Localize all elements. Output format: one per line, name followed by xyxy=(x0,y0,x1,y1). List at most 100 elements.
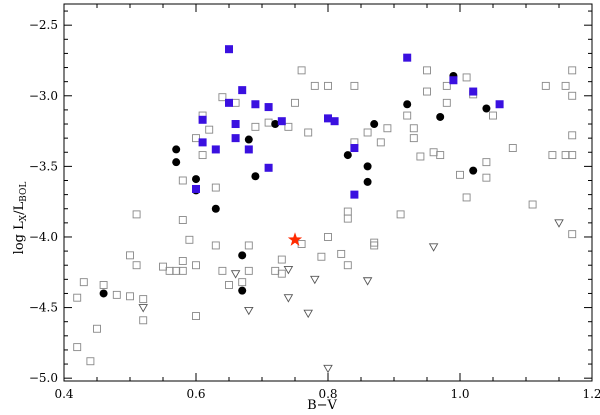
star-point xyxy=(287,232,303,246)
x-tick-label: 1.2 xyxy=(582,387,600,401)
open-square-point xyxy=(383,124,392,133)
open-square-point xyxy=(178,176,187,185)
open-square-point xyxy=(343,261,352,270)
open-triangle-point xyxy=(283,294,294,303)
filled-square-point xyxy=(330,117,339,126)
x-tick-label: 0.4 xyxy=(54,387,73,401)
open-square-point xyxy=(172,266,181,275)
open-square-point xyxy=(205,125,214,134)
filled-circle-point xyxy=(436,112,445,121)
filled-square-point xyxy=(192,184,200,193)
open-square-point xyxy=(126,292,134,301)
filled-square-point xyxy=(231,120,240,129)
open-square-point xyxy=(73,343,82,352)
open-square-point xyxy=(244,241,253,250)
filled-square-point xyxy=(264,163,273,172)
open-square-point xyxy=(284,122,293,131)
filled-circle-point xyxy=(99,289,108,298)
open-square-point xyxy=(482,158,491,167)
open-square-point xyxy=(218,93,227,102)
open-square-point xyxy=(244,266,253,275)
filled-circle-point xyxy=(363,177,372,186)
filled-circle-point xyxy=(211,204,220,213)
open-triangle-point xyxy=(310,275,320,285)
y-tick-label: −4.0 xyxy=(29,230,58,244)
open-square-point xyxy=(178,257,187,265)
open-square-point xyxy=(416,152,425,161)
open-square-point xyxy=(297,240,306,248)
y-tick-label: −2.5 xyxy=(29,18,58,32)
open-square-point xyxy=(192,312,200,320)
filled-circle-point xyxy=(192,175,200,184)
open-triangle-point xyxy=(283,266,294,275)
open-square-point xyxy=(561,81,570,90)
y-axis-title-sub1: X xyxy=(19,214,29,221)
filled-square-point xyxy=(211,145,220,154)
open-triangle-point xyxy=(303,309,313,319)
open-triangle-point xyxy=(230,270,241,279)
open-square-point xyxy=(337,249,346,258)
open-square-point xyxy=(508,144,517,152)
open-square-point xyxy=(192,134,200,143)
y-axis-title-main: log L xyxy=(12,221,27,254)
filled-square-point xyxy=(238,86,247,95)
filled-circle-point xyxy=(251,172,260,181)
open-square-point xyxy=(442,81,451,90)
filled-square-point xyxy=(495,100,504,109)
open-square-point xyxy=(343,207,352,216)
axis-labels-layer: B−V log LX/LBOL xyxy=(12,182,338,413)
open-square-point xyxy=(139,295,148,304)
open-square-point xyxy=(211,183,220,192)
open-square-point xyxy=(462,73,471,82)
open-square-point xyxy=(409,134,418,143)
open-square-point xyxy=(568,151,577,160)
open-square-point xyxy=(79,278,88,287)
y-tick-label: −5.0 xyxy=(29,371,58,385)
open-square-point xyxy=(396,210,405,219)
open-triangle-point xyxy=(138,304,148,313)
open-square-point xyxy=(363,128,372,137)
open-square-point xyxy=(403,111,412,120)
open-square-point xyxy=(436,151,445,160)
open-square-point xyxy=(489,111,497,120)
open-square-point xyxy=(568,131,577,140)
filled-square-point xyxy=(231,134,240,143)
filled-circle-point xyxy=(172,158,181,167)
x-tick-label: 1.0 xyxy=(450,387,469,401)
filled-circle-point xyxy=(238,286,247,295)
filled-circle-point xyxy=(238,251,247,260)
filled-circle-point xyxy=(482,104,491,113)
open-square-point xyxy=(73,293,82,302)
open-square-point xyxy=(99,281,108,289)
filled-square-point xyxy=(350,144,359,153)
open-square-point xyxy=(139,316,148,325)
open-square-point xyxy=(192,261,200,270)
open-square-point xyxy=(376,138,385,147)
filled-square-point xyxy=(277,117,286,126)
open-square-point xyxy=(561,151,570,160)
plot-frame-layer xyxy=(63,3,593,382)
open-triangle-point xyxy=(428,243,439,252)
filled-square-point xyxy=(225,98,233,107)
filled-square-point xyxy=(225,45,233,54)
filled-square-point xyxy=(403,53,412,62)
y-axis-title-sub2: BOL xyxy=(19,182,29,202)
open-square-point xyxy=(218,266,227,275)
open-square-point xyxy=(297,66,306,75)
filled-square-point xyxy=(324,114,332,123)
y-tick-label: −3.5 xyxy=(29,159,58,173)
open-square-point xyxy=(541,81,550,90)
open-square-point xyxy=(225,281,233,289)
open-triangle-point xyxy=(323,364,333,374)
open-triangle-point xyxy=(362,277,373,286)
y-axis-title: log LX/LBOL xyxy=(12,182,29,255)
open-triangle-point xyxy=(554,219,564,228)
open-square-point xyxy=(429,148,438,157)
filled-circle-point xyxy=(244,135,253,144)
filled-circle-point xyxy=(343,151,352,160)
filled-circle-point xyxy=(172,145,181,154)
axis-ticks-layer: 0.4 0.6 0.8 1.0 1.2 −2.5 −3.0 −3.5 −4.0 −4.5 −5.0 xyxy=(29,4,600,401)
open-square-point xyxy=(528,200,537,209)
open-square-point xyxy=(93,324,101,333)
